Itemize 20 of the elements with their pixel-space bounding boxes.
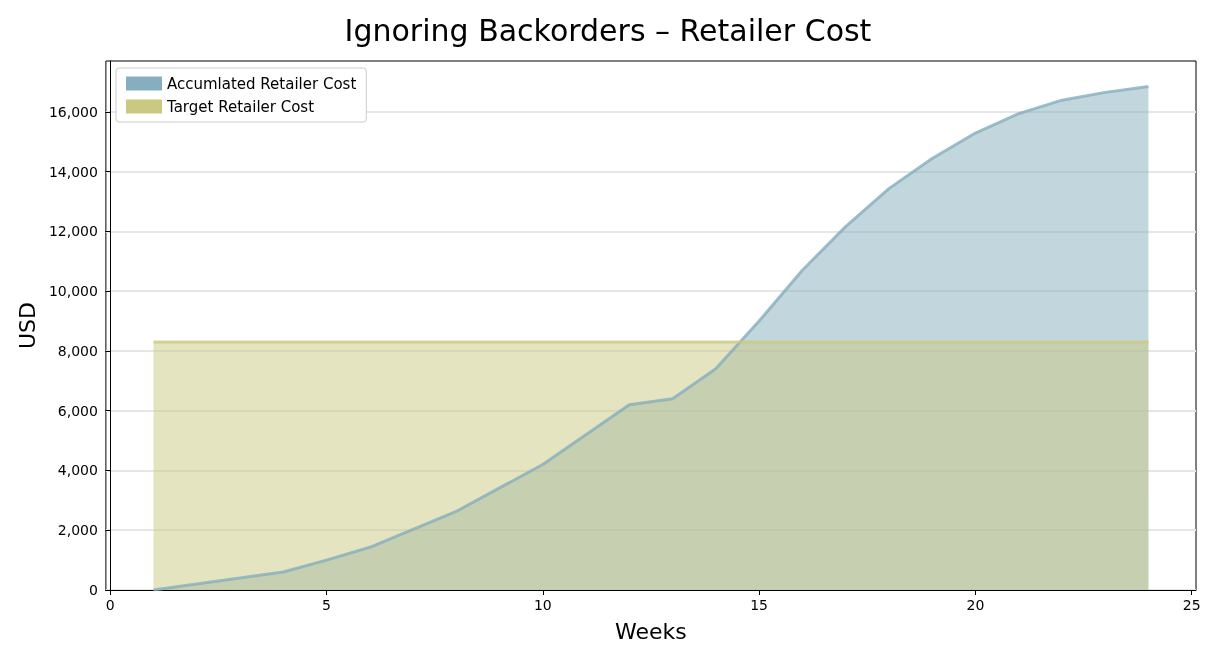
y-axis-title: USD: [14, 301, 40, 350]
y-tick-label: 6,000: [57, 402, 98, 419]
y-tick-label: 14,000: [48, 163, 98, 180]
x-tick-label: 0: [105, 597, 115, 613]
y-tick-label: 0: [88, 582, 98, 598]
y-tick-label: 16,000: [48, 103, 98, 120]
x-tick-label: 10: [533, 597, 552, 613]
x-tick-label: 20: [966, 597, 985, 613]
legend-label: Target Retailer Cost: [166, 97, 315, 116]
chart-title: Ignoring Backorders – Retailer Cost: [344, 12, 872, 48]
y-tick-label: 8,000: [57, 342, 98, 359]
y-tick-label: 4,000: [57, 462, 98, 479]
y-tick-label: 2,000: [57, 522, 98, 539]
x-axis-title: Weeks: [615, 618, 687, 644]
y-tick-label: 12,000: [48, 223, 98, 240]
x-tick-label: 15: [750, 597, 768, 613]
x-tick-label: 5: [322, 597, 331, 613]
legend-label: Accumlated Retailer Cost: [167, 74, 357, 93]
x-tick-label: 25: [1182, 597, 1201, 613]
y-tick-label: 10,000: [48, 283, 98, 300]
